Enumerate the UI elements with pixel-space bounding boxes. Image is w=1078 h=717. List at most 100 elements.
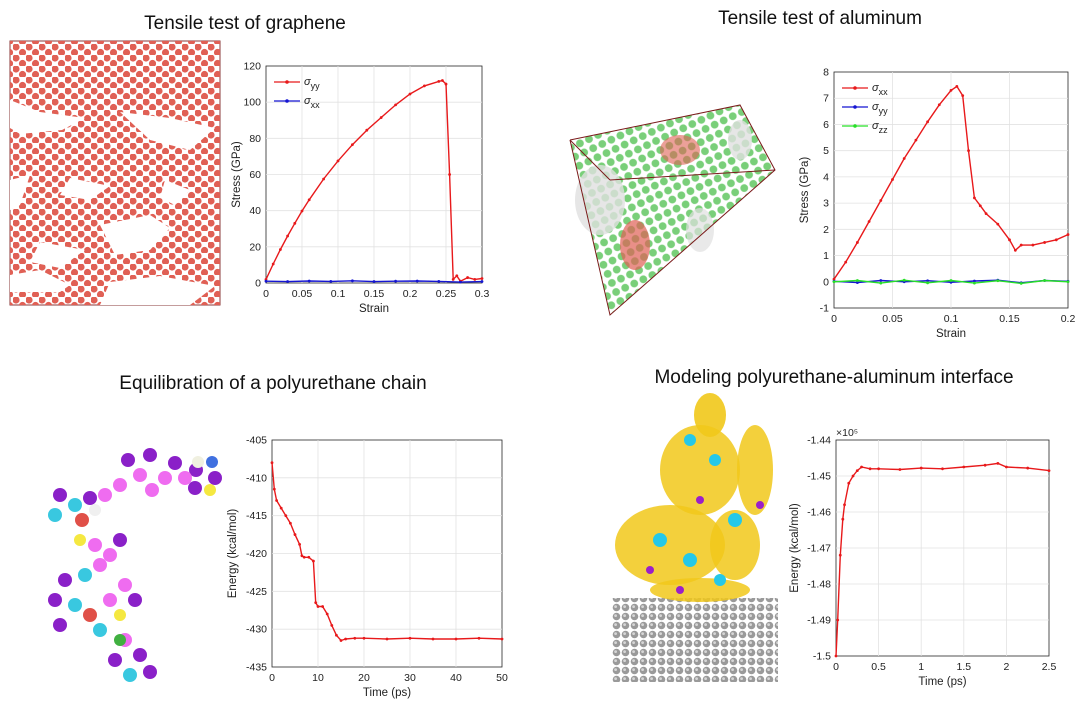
- polyurethane-data-point: [275, 499, 278, 502]
- graphene-x-tick-label: 0.1: [331, 288, 346, 300]
- aluminum-data-point: [961, 94, 965, 97]
- polyurethane-data-point: [289, 521, 292, 525]
- aluminum-y-tick-label: 5: [823, 145, 829, 157]
- graphene-data-point: [480, 277, 484, 280]
- graphene-data-point: [271, 262, 275, 266]
- graphene-data-point: [307, 279, 311, 283]
- graphene-data-point: [423, 84, 426, 88]
- graphene-data-point: [451, 277, 455, 281]
- graphene-x-axis-label: Strain: [359, 303, 389, 315]
- polyurethane-y-tick-label: -410: [246, 472, 267, 484]
- interface-x-tick-label: 0.5: [871, 661, 886, 673]
- graphene-legend-label: σyy: [304, 76, 320, 91]
- interface-title: Modeling polyurethane-aluminum interface: [654, 367, 1014, 388]
- aluminum-x-tick-label: 0.15: [999, 313, 1020, 325]
- aluminum-data-point: [973, 281, 976, 285]
- interface-data-point: [855, 469, 859, 472]
- aluminum-data-point: [902, 278, 906, 282]
- aluminum-data-point: [832, 280, 836, 284]
- polyurethane-data-point: [339, 639, 343, 642]
- aluminum-title: Tensile test of aluminum: [718, 8, 922, 29]
- interface-y-tick-label: -1.48: [807, 579, 831, 591]
- aluminum-legend-marker: [853, 124, 857, 128]
- aluminum-x-tick-label: 0.1: [944, 313, 959, 325]
- graphene-data-point: [279, 248, 282, 251]
- graphene-data-point: [473, 277, 477, 281]
- interface-y-tick-label: -1.45: [807, 471, 831, 483]
- graphene-data-point: [293, 221, 297, 225]
- aluminum-data-point: [856, 241, 859, 244]
- graphene-series-0: [264, 79, 484, 283]
- aluminum-data-point: [955, 85, 959, 88]
- graphene-x-tick-label: 0.15: [364, 288, 385, 300]
- polyurethane-data-point: [321, 605, 324, 608]
- interface-data-point: [919, 466, 923, 470]
- polyurethane-chart: 0 10 20 30 40 50 -435 -430 -425 -420 -415 -410 -405 T…: [227, 435, 508, 700]
- graphene-data-point: [329, 279, 333, 283]
- polyurethane-data-point: [316, 605, 320, 608]
- interface-y-tick-label: -1.47: [807, 543, 831, 555]
- aluminum-data-point: [949, 88, 953, 92]
- polyurethane-x-tick-label: 20: [358, 672, 370, 684]
- aluminum-data-point: [1031, 243, 1035, 247]
- polyurethane-series-0: [270, 461, 504, 642]
- aluminum-data-point: [973, 279, 976, 283]
- graphene-data-point: [372, 280, 376, 283]
- polyurethane-data-point: [312, 559, 315, 563]
- graphene-x-tick-label: 0.3: [475, 288, 490, 300]
- interface-y-tick-label: -1.5: [813, 651, 831, 663]
- interface-data-point: [941, 467, 944, 471]
- polyurethane-y-axis-label: Energy (kcal/mol): [227, 509, 239, 599]
- polyurethane-x-tick-label: 50: [496, 672, 508, 684]
- graphene-y-tick-label: 40: [249, 205, 261, 217]
- interface-series-line: [835, 462, 1050, 657]
- aluminum-data-point: [1043, 279, 1046, 282]
- aluminum-data-point: [949, 279, 953, 282]
- graphene-legend-label: σxx: [304, 95, 320, 110]
- polyurethane-data-point: [362, 636, 366, 640]
- graphene-data-point: [455, 274, 459, 278]
- interface-y-axis-label: Energy (kcal/mol): [789, 503, 801, 593]
- graphene-data-point: [394, 279, 397, 283]
- aluminum-data-point: [996, 222, 1000, 226]
- aluminum-legend-label: σzz: [872, 120, 888, 135]
- polyurethane-data-point: [408, 636, 412, 640]
- interface-data-point: [1026, 466, 1030, 470]
- graphene-legend: σyy σxx: [274, 76, 320, 110]
- aluminum-data-point: [1013, 248, 1017, 252]
- interface-data-point: [847, 481, 851, 485]
- aluminum-x-tick-label: 0.05: [882, 313, 903, 325]
- polyurethane-series-line: [271, 462, 503, 642]
- aluminum-data-point: [867, 220, 871, 223]
- aluminum-y-tick-label: 6: [823, 119, 829, 131]
- aluminum-y-tick-label: 3: [823, 198, 829, 210]
- interface-data-point: [1005, 465, 1008, 469]
- graphene-data-point: [444, 82, 448, 86]
- aluminum-data-point: [891, 178, 894, 181]
- graphene-data-point: [300, 209, 304, 213]
- graphene-data-point: [437, 79, 441, 83]
- polyurethane-y-tick-label: -420: [246, 548, 267, 560]
- polyurethane-data-point: [272, 487, 276, 491]
- aluminum-legend: σxx σyy σzz: [842, 82, 888, 135]
- interface-y-tick-label: -1.49: [807, 615, 831, 627]
- graphene-data-point: [365, 128, 369, 132]
- polyurethane-data-point: [300, 554, 304, 558]
- aluminum-data-point: [856, 279, 859, 282]
- interface-data-point: [868, 467, 872, 471]
- interface-x-tick-label: 0: [833, 661, 839, 673]
- aluminum-data-point: [914, 138, 918, 142]
- aluminum-data-point: [856, 281, 859, 284]
- graphene-x-tick-label: 0: [263, 288, 269, 300]
- polyurethane-data-point: [284, 514, 288, 518]
- polyurethane-y-tick-label: -435: [246, 662, 267, 674]
- interface-x-tick-label: 1: [918, 661, 924, 673]
- aluminum-data-point: [902, 157, 906, 160]
- interface-series-0: [834, 462, 1051, 658]
- interface-data-point: [860, 465, 863, 469]
- aluminum-structure-image: [569, 104, 776, 316]
- aluminum-data-point: [926, 120, 929, 124]
- aluminum-x-tick-label: 0.2: [1061, 313, 1076, 325]
- aluminum-y-tick-label: 7: [823, 93, 829, 105]
